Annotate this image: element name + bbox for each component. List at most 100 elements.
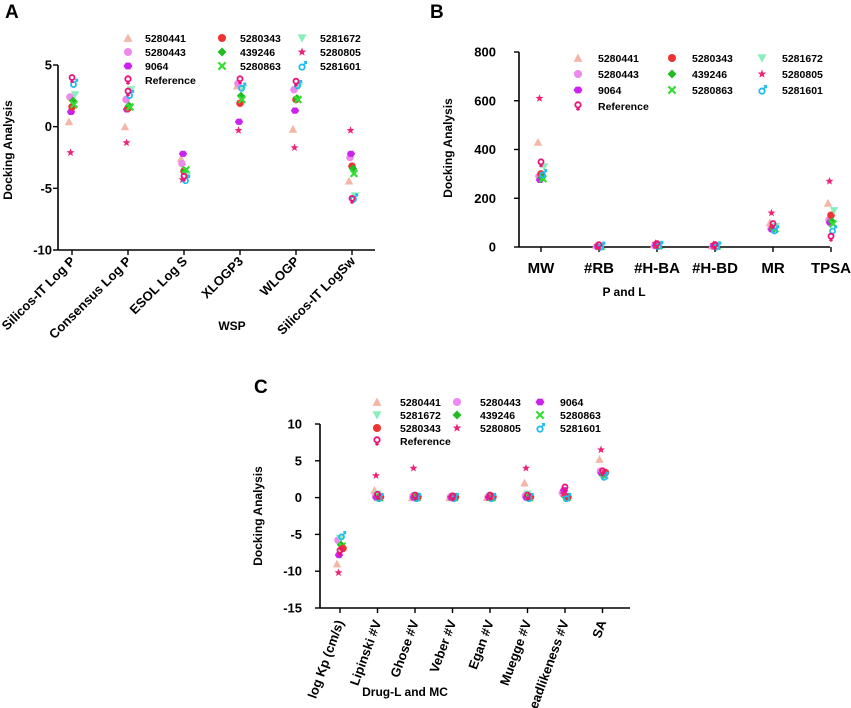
panel-b-legend-label: 5281601 [782,85,823,97]
panel-c-legend-label: 5280441 [400,397,441,409]
panel-a-point-5280863 [181,165,191,174]
panel-b-letter: B [430,2,444,23]
panel-a-point-5280441 [120,122,130,131]
panel-a-legend-label: 9064 [145,61,169,73]
panel-c-point-5281601 [338,531,347,541]
panel-c-point-5280805 [409,463,418,472]
panel-b-y-tick-label: 200 [474,191,496,206]
panel-c-y-tick-label: 10 [288,417,302,432]
panel-a-legend-label: 5280805 [320,47,361,59]
panel-c-legend-icon-5281672 [372,411,382,420]
panel-b-x-tick-label: #H-BD [692,260,738,277]
panel-c-point-reference [486,491,494,501]
panel-b-point-5281601 [771,225,780,235]
panel-a-point-5280343 [236,99,244,108]
panel-c-legend-label: 5280805 [480,423,521,435]
panel-b-point-reference [769,220,777,229]
panel-a-legend-icon-reference [124,75,132,85]
panel-a-point-reference [292,77,300,87]
panel-a-point-reference [124,87,132,97]
panel-a-point-5281672 [70,91,80,99]
panel-b-x-tick-label: MW [528,260,555,277]
panel-b-point-5280343 [827,211,835,220]
panel-c-y-tick-label: -5 [290,527,302,542]
panel-b-legend-label: 5280443 [598,69,639,81]
panel-c-legend-label: 5280863 [560,410,601,422]
panel-a-legend-icon-5280441 [123,33,133,42]
panel-a-legend-icon-5280863 [217,61,227,71]
panel-c-point-reference [374,490,381,500]
panel-b-point-5280805 [767,208,776,217]
panel-b-point-5280805 [593,241,602,249]
panel-c-legend-label: 5280343 [400,423,441,435]
panel-c-chart: C 10 5 0 -5 -10 -15 Docking Analysis log Kp (cm/… [251,377,630,708]
panel-c-x-tick-label: Muegge #V [497,618,535,688]
panel-c-legend-label: 439246 [480,410,515,422]
panel-a-legend-label: 5281601 [320,61,361,73]
panel-b-x-tick-label: TPSA [811,260,851,277]
panel-c-point-5280805 [597,445,605,454]
panel-b-legend-icon-5280805 [757,69,767,78]
panel-c-x-tick-label: Egan #V [465,618,497,672]
panel-a-point-5280863 [293,95,303,104]
panel-a-x-axis-title: WSP [218,319,245,333]
panel-a-x-tick-label: WLOGP [257,253,303,299]
panel-a-legend-icon-439246 [217,47,227,57]
panel-b-point-5281672 [829,207,839,215]
panel-b-legend-icon-5280343 [667,53,677,63]
panel-a-y-tick-label: -5 [40,181,52,196]
panel-b-chart: B 800 600 400 200 0 Docking Analysis MW #RB #H-BA… [430,2,851,299]
panel-a-y-tick-label: 0 [45,119,52,134]
panel-b-legend-label: 439246 [692,69,727,81]
panel-c-point-5280805 [522,463,530,472]
panel-c-point-5280805 [559,489,568,498]
panel-a-legend-label: 5280443 [145,47,186,59]
panel-a-legend-icon-9064 [123,62,133,70]
panel-c-x-tick-label: Lipinski #V [347,618,385,688]
panel-a-point-5280441 [344,176,354,185]
panel-c-point-reference [561,483,569,493]
panel-c-legend-icon-5280443 [452,397,462,407]
panel-c-x-tick-label: Veber #V [426,618,459,675]
panel-a-point-5280805 [346,126,355,134]
panel-b-point-reference [653,240,661,249]
panel-a-letter: A [5,2,19,23]
panel-a-point-5281601 [238,82,247,92]
panel-c-y-axis-title: Docking Analysis [251,466,265,566]
panel-c-legend-label: 5280443 [480,397,521,409]
panel-c-point-5280343 [339,544,347,553]
panel-b-legend-icon-5280863 [667,85,677,95]
panel-b-legend-label: 9064 [598,85,622,97]
panel-b-legend-icon-5280441 [573,53,583,62]
panel-c-legend-label: 5281672 [400,410,441,422]
panel-b-y-tick-label: 400 [474,142,496,157]
panel-c-point-reference [524,491,531,501]
panel-b-point-5280441 [533,137,543,146]
panel-a-point-5280805 [290,143,299,152]
panel-b-point-reference [537,158,545,168]
panel-a-point-5280805 [234,126,243,134]
panel-b-x-axis-title: P and L [602,285,645,299]
panel-c-point-5280805 [334,568,343,577]
panel-c-point-reference [411,491,419,501]
panel-a-point-5280863 [69,100,79,109]
panel-a-point-5281672 [238,85,248,93]
panel-b-legend-icon-reference [574,101,582,111]
panel-b-point-5280441 [823,198,833,207]
panel-b-point-5280805 [535,94,544,102]
panel-c-point-5280441 [332,559,342,568]
panel-c-letter: C [254,377,268,398]
panel-b-legend-label: 5280805 [782,69,823,81]
panel-b-legend-icon-5281672 [757,54,767,63]
panel-a-point-9064 [290,107,300,114]
panel-a-point-9064 [234,118,244,125]
panel-c-legend-label: Reference [400,436,451,448]
panel-c-y-tick-label: 5 [295,453,302,468]
panel-b-legend-label: Reference [598,101,649,113]
panel-a-point-9064 [346,150,356,157]
panel-b-point-5280805 [825,176,834,185]
panel-b-y-tick-label: 600 [474,93,496,108]
panel-a-point-5280863 [237,95,247,104]
panel-b-point-reference [827,232,835,242]
